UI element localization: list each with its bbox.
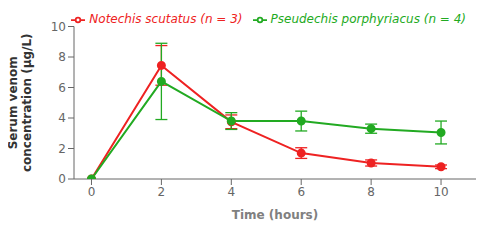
svg-text:4: 4 [58,111,66,125]
svg-text:6: 6 [297,185,305,199]
svg-text:10: 10 [51,20,66,34]
svg-text:6: 6 [58,81,66,95]
svg-text:2: 2 [58,142,66,156]
svg-text:8: 8 [58,50,66,64]
svg-text:0: 0 [88,185,96,199]
svg-text:0: 0 [58,172,66,186]
svg-text:Serum venomconcentration (µg/L: Serum venomconcentration (µg/L) [8,33,34,172]
svg-text:4: 4 [227,185,235,199]
html-text:Pseudechis porphyriacus (n = 4: Pseudechis porphyriacus (n = 4) [270,12,466,26]
svg-text:10: 10 [433,185,448,199]
svg-text:Time (hours): Time (hours) [232,208,318,222]
svg-text:8: 8 [367,185,375,199]
svg-text:2: 2 [158,185,166,199]
html-text:Notechis scutatus (n = 3): Notechis scutatus (n = 3) [89,12,243,26]
